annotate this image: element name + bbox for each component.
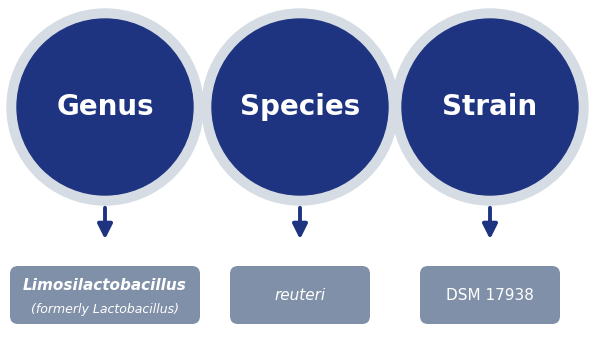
Text: Strain: Strain (442, 93, 538, 121)
Text: (formerly Lactobacillus): (formerly Lactobacillus) (31, 302, 179, 315)
Circle shape (17, 19, 193, 195)
Circle shape (7, 9, 203, 205)
Circle shape (212, 19, 388, 195)
Circle shape (202, 9, 398, 205)
Circle shape (392, 9, 588, 205)
Text: Limosilactobacillus: Limosilactobacillus (23, 279, 187, 293)
Text: reuteri: reuteri (274, 288, 326, 302)
FancyBboxPatch shape (230, 266, 370, 324)
Text: Species: Species (240, 93, 360, 121)
FancyBboxPatch shape (420, 266, 560, 324)
Text: Genus: Genus (56, 93, 154, 121)
Text: DSM 17938: DSM 17938 (446, 288, 534, 302)
Circle shape (402, 19, 578, 195)
FancyBboxPatch shape (10, 266, 200, 324)
